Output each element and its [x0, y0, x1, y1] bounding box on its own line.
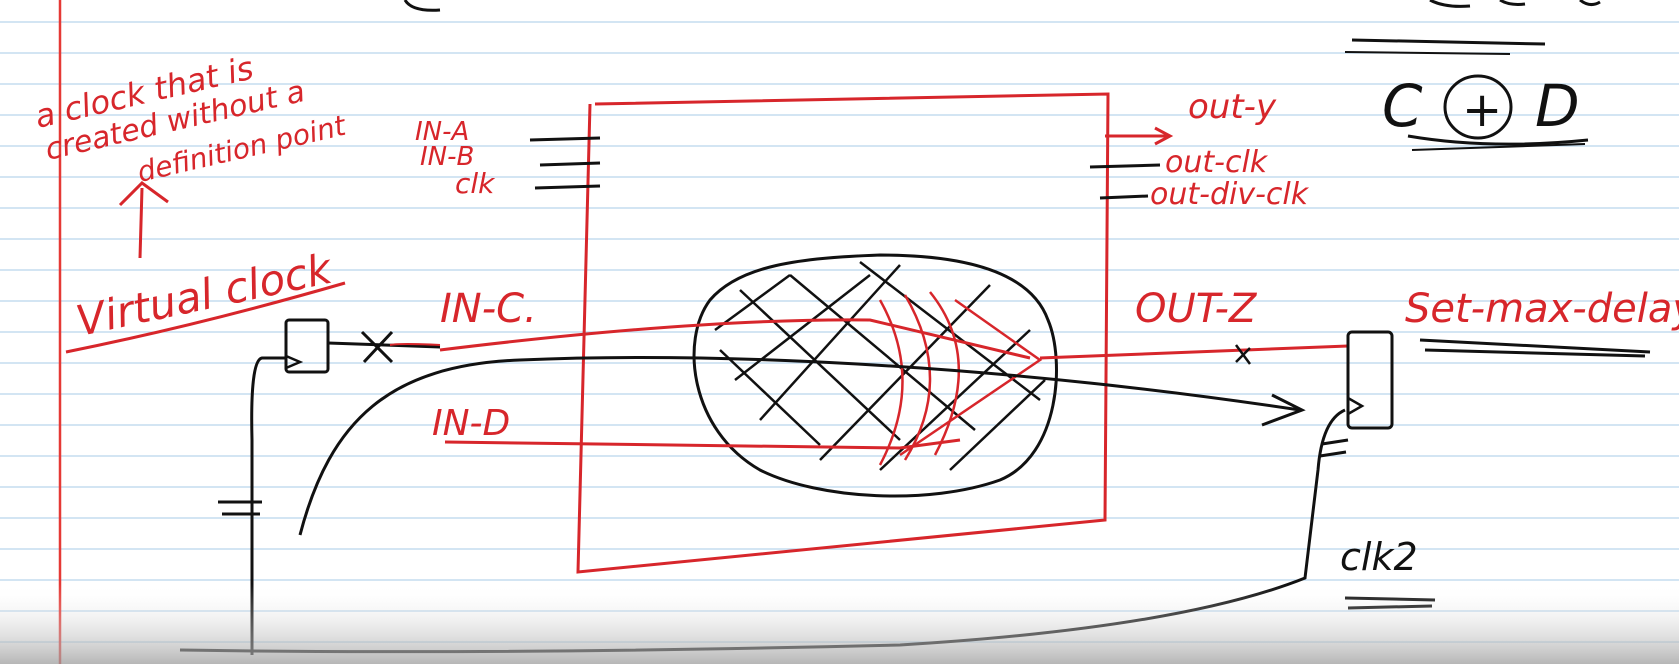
in-c-stub: [389, 343, 441, 346]
ruled-lines: [0, 21, 1679, 643]
corner-underline-top-2: [1344, 51, 1511, 55]
corner-underline-top: [1351, 38, 1546, 46]
in-c-path: [439, 318, 1031, 360]
corner-underline-bottom: [1407, 134, 1589, 146]
label-out-y: out-y: [1188, 87, 1277, 127]
launch-flop: [284, 318, 330, 374]
bottom-shade: [0, 584, 1679, 664]
capture-cut-icon: [1234, 344, 1252, 365]
capture-flop-clk-icon: [1347, 396, 1365, 416]
corner-underline-bottom-2: [1411, 143, 1586, 151]
pin-out-clk: [1089, 163, 1161, 169]
label-set-max-delay: Set-max-delay: [1405, 286, 1679, 332]
corner-d-label: D: [1535, 72, 1580, 140]
launch-clock-wire: [250, 356, 286, 655]
label-out-div-clk: out-div-clk: [1150, 177, 1310, 212]
label-in-c: IN-C.: [440, 286, 537, 332]
cloud-red-arcs: [878, 291, 1043, 466]
logic-cloud: [692, 253, 1058, 498]
pin-clk: [534, 184, 601, 190]
label-in-a: IN-A: [415, 117, 469, 147]
pin-in-a: [529, 136, 601, 142]
in-d-path: [444, 438, 961, 450]
capture-flop: [1346, 330, 1394, 430]
label-out-z: OUT-Z: [1135, 286, 1258, 332]
out-z-path: [1039, 344, 1349, 360]
xor-circle-icon: [1443, 74, 1513, 140]
timing-path-arrow: [298, 356, 1301, 536]
top-partial-stroke: [403, 0, 441, 12]
timing-arrowhead-icon: [1261, 393, 1306, 427]
set-max-delay-underline: [1419, 338, 1651, 358]
def-arrow-icon: [118, 181, 169, 259]
label-out-clk: out-clk: [1165, 145, 1269, 180]
pin-out-y: [1105, 126, 1174, 146]
design-block: [576, 92, 1110, 574]
label-clk: clk: [455, 167, 496, 200]
label-in-d: IN-D: [432, 403, 510, 444]
label-in-b: IN-B: [420, 142, 474, 172]
launch-flop-clk-icon: [285, 354, 304, 370]
label-clk2: clk2: [1340, 535, 1418, 579]
pin-in-b: [539, 161, 601, 167]
launch-cut-icon: [360, 330, 394, 364]
corner-c-label: C: [1382, 72, 1423, 140]
virtual-clock-underline: [65, 281, 346, 354]
launch-clock-cap-icon: [218, 500, 262, 516]
top-right-partial-stroke: [1429, 0, 1601, 8]
capture-clock-cap-icon: [1319, 438, 1349, 458]
launch-flop-q-wire: [327, 341, 441, 349]
virtual-clock-label: Virtual clock: [72, 244, 338, 346]
corner-op-label: +: [1462, 82, 1502, 138]
pin-out-div-clk: [1099, 194, 1149, 200]
